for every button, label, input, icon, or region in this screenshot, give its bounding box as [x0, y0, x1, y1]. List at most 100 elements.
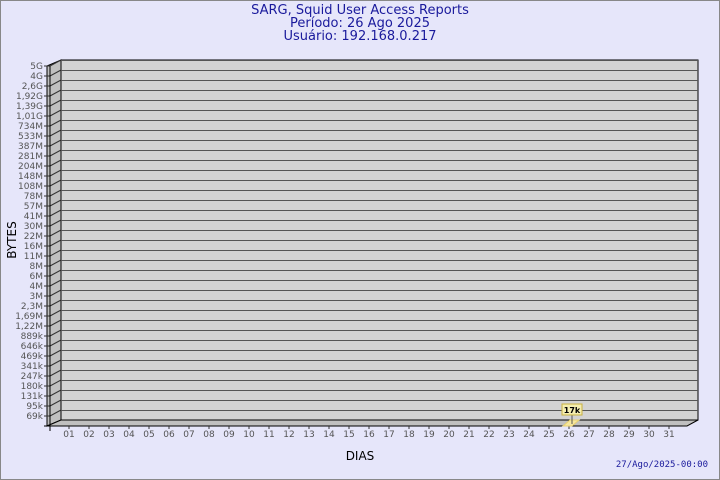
- y-tick-label: 5G: [30, 62, 43, 72]
- x-tick-label: 13: [303, 430, 314, 440]
- plot-floor: [46, 419, 699, 427]
- y-tick-label: 1,39G: [16, 102, 43, 112]
- x-tick-label: 25: [543, 430, 554, 440]
- y-tick-label: 734M: [18, 122, 43, 132]
- y-tick-label: 889k: [21, 332, 44, 342]
- x-tick-label: 15: [343, 430, 354, 440]
- y-tick: [49, 139, 62, 147]
- y-tick: [49, 159, 62, 167]
- y-tick: [49, 69, 62, 77]
- y-tick: [49, 59, 62, 67]
- y-tick: [49, 79, 62, 87]
- x-tick-label: 24: [523, 430, 535, 440]
- y-tick-label: 30M: [24, 222, 43, 232]
- y-tick-label: 41M: [24, 212, 43, 222]
- y-tick-label: 8M: [30, 262, 44, 272]
- y-tick: [49, 119, 62, 127]
- x-tick-label: 16: [363, 430, 375, 440]
- timestamp: 27/Ago/2025-00:00: [615, 460, 708, 470]
- y-tick-label: 341k: [21, 362, 44, 372]
- y-tick: [49, 269, 62, 277]
- x-tick-label: 08: [203, 430, 215, 440]
- y-tick-label: 180k: [21, 382, 44, 392]
- y-tick-label: 2,3M: [21, 302, 43, 312]
- y-tick-label: 387M: [18, 142, 43, 152]
- y-tick: [49, 349, 62, 357]
- x-tick-label: 19: [423, 430, 435, 440]
- y-tick-label: 108M: [18, 182, 43, 192]
- bar-26: [561, 419, 581, 427]
- y-tick: [49, 259, 62, 267]
- y-tick-label: 3M: [30, 292, 44, 302]
- x-tick-label: 01: [63, 430, 74, 440]
- data-label-box: [561, 403, 583, 416]
- chart-title: SARG, Squid User Access Reports: [251, 3, 469, 18]
- y-tick-label: 57M: [24, 202, 43, 212]
- y-tick: [49, 329, 62, 337]
- y-tick-label: 247k: [21, 372, 44, 382]
- y-axis-title: BYTES: [5, 221, 19, 258]
- y-tick: [49, 289, 62, 297]
- y-tick: [49, 299, 62, 307]
- y-tick-label: 148M: [18, 172, 43, 182]
- y-tick-label: 11M: [24, 252, 43, 262]
- x-tick-label: 14: [323, 430, 335, 440]
- y-tick: [49, 409, 62, 417]
- x-tick-label: 27: [583, 430, 594, 440]
- y-tick-label: 1,69M: [15, 312, 43, 322]
- x-tick-label: 22: [483, 430, 494, 440]
- y-tick-label: 22M: [24, 232, 43, 242]
- x-tick-label: 28: [603, 430, 615, 440]
- y-tick: [49, 369, 62, 377]
- y-tick-label: 69k: [26, 412, 43, 422]
- x-tick-label: 05: [143, 430, 154, 440]
- x-tick-label: 11: [263, 430, 274, 440]
- y-tick-label: 281M: [18, 152, 43, 162]
- x-axis-title: DIAS: [346, 449, 375, 463]
- x-tick-label: 18: [403, 430, 415, 440]
- y-tick-label: 1,01G: [16, 112, 43, 122]
- y-tick: [49, 209, 62, 217]
- chart-user: Usuário: 192.168.0.217: [283, 29, 437, 44]
- y-tick-label: 4G: [30, 72, 43, 82]
- x-tick-label: 04: [123, 430, 135, 440]
- y-tick: [49, 339, 62, 347]
- y-tick: [49, 189, 62, 197]
- y-tick: [49, 89, 62, 97]
- x-tick-label: 03: [103, 430, 114, 440]
- y-tick-label: 1,92G: [16, 92, 43, 102]
- y-tick: [49, 379, 62, 387]
- y-tick-label: 533M: [18, 132, 43, 142]
- y-tick-label: 469k: [21, 352, 44, 362]
- y-tick: [49, 129, 62, 137]
- y-tick-label: 16M: [24, 242, 43, 252]
- x-tick-label: 09: [223, 430, 235, 440]
- y-tick: [49, 229, 62, 237]
- y-tick-label: 4M: [30, 282, 44, 292]
- y-tick: [49, 309, 62, 317]
- y-tick: [49, 239, 62, 247]
- y-tick: [49, 219, 62, 227]
- y-tick-label: 131k: [21, 392, 44, 402]
- data-label: 17k: [564, 406, 581, 415]
- chart-period: Período: 26 Ago 2025: [290, 16, 430, 31]
- y-tick: [49, 149, 62, 157]
- x-tick-label: 12: [283, 430, 294, 440]
- y-tick: [49, 199, 62, 207]
- x-tick-label: 31: [663, 430, 674, 440]
- x-tick-label: 17: [383, 430, 394, 440]
- y-tick-label: 646k: [21, 342, 44, 352]
- x-tick-label: 07: [183, 430, 194, 440]
- x-tick-label: 29: [623, 430, 635, 440]
- x-tick-label: 02: [83, 430, 94, 440]
- y-tick: [49, 319, 62, 327]
- y-tick: [49, 389, 62, 397]
- y-tick: [49, 249, 62, 257]
- y-tick: [49, 279, 62, 287]
- y-tick-label: 2,6G: [22, 82, 43, 92]
- x-tick-label: 06: [163, 430, 175, 440]
- y-tick-label: 6M: [30, 272, 44, 282]
- x-tick-label: 10: [243, 430, 255, 440]
- x-tick-label: 26: [563, 430, 575, 440]
